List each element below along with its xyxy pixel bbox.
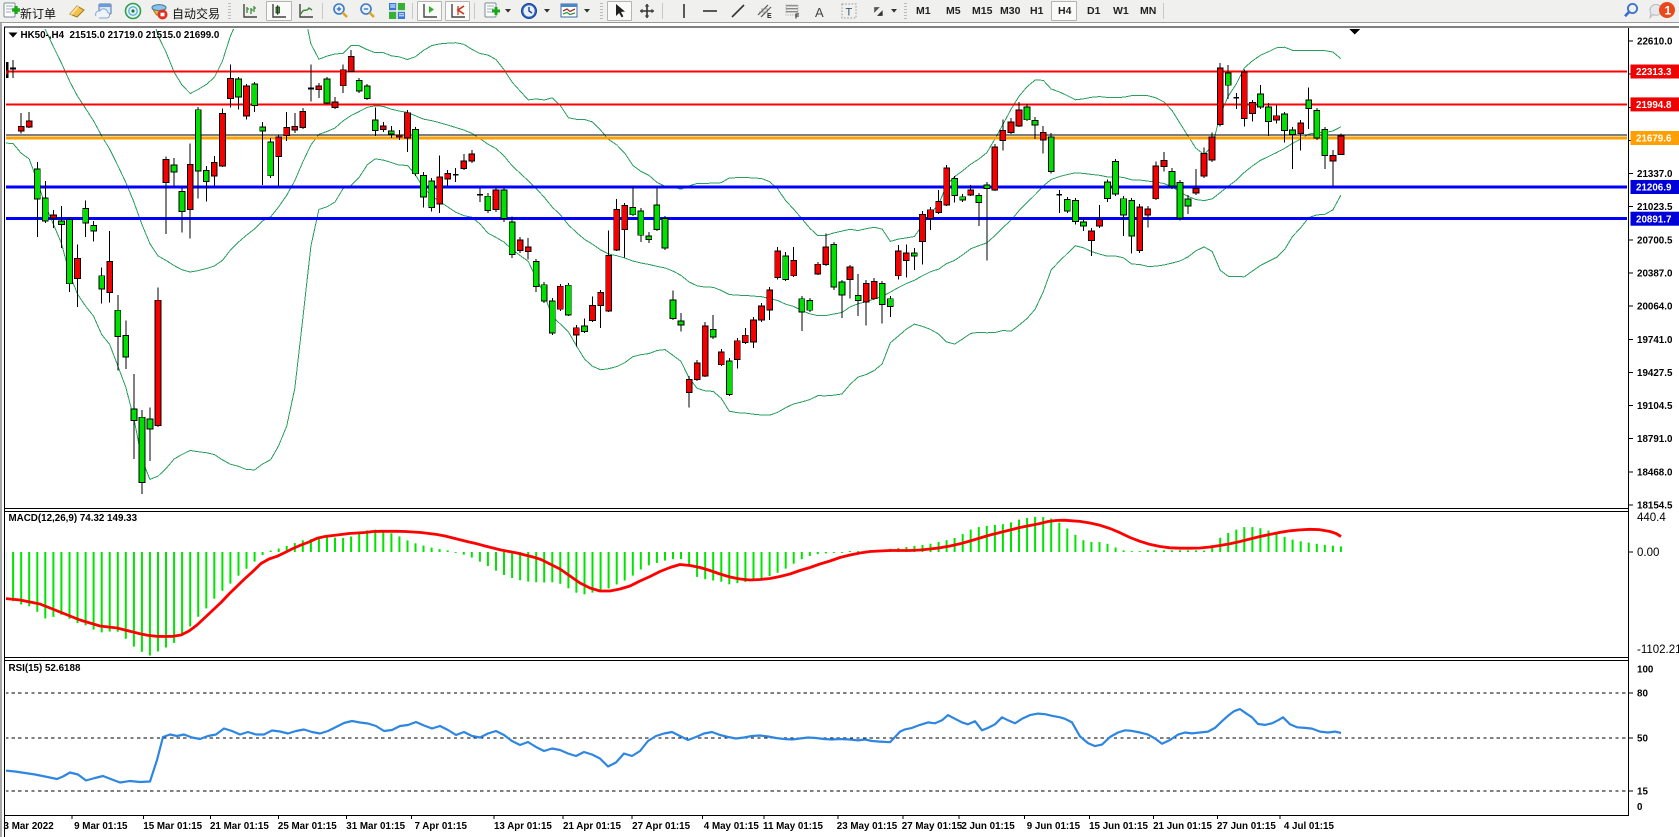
svg-text:21023.5: 21023.5 (1637, 202, 1673, 213)
svg-text:21679.6: 21679.6 (1636, 134, 1672, 145)
svg-text:21 Mar 01:15: 21 Mar 01:15 (210, 821, 269, 832)
svg-text:13 Apr 01:15: 13 Apr 01:15 (494, 821, 552, 832)
svg-text:21 Jun 01:15: 21 Jun 01:15 (1153, 821, 1212, 832)
svg-text:100: 100 (1637, 665, 1654, 676)
svg-text:E: E (767, 13, 772, 20)
svg-text:27 May 01:15: 27 May 01:15 (902, 821, 963, 832)
svg-text:20700.5: 20700.5 (1637, 235, 1673, 246)
svg-text:9 Jun 01:15: 9 Jun 01:15 (1027, 821, 1081, 832)
svg-text:19427.5: 19427.5 (1637, 368, 1673, 379)
svg-text:4 Jul 01:15: 4 Jul 01:15 (1284, 821, 1335, 832)
svg-text:MACD(12,26,9) 74.32 149.33: MACD(12,26,9) 74.32 149.33 (9, 513, 138, 524)
svg-text:15 Mar 01:15: 15 Mar 01:15 (143, 821, 202, 832)
svg-text:3 Mar 2022: 3 Mar 2022 (4, 821, 55, 832)
svg-text:440.4: 440.4 (1637, 512, 1666, 524)
svg-text:2 Jun 01:15: 2 Jun 01:15 (961, 821, 1015, 832)
svg-text:4 May 01:15: 4 May 01:15 (704, 821, 760, 832)
svg-text:20387.0: 20387.0 (1637, 269, 1673, 280)
svg-text:20064.0: 20064.0 (1637, 302, 1673, 313)
svg-text:15 Jun 01:15: 15 Jun 01:15 (1089, 821, 1148, 832)
svg-text:18791.0: 18791.0 (1637, 434, 1673, 445)
svg-text:T: T (846, 7, 853, 19)
svg-text:21 Apr 01:15: 21 Apr 01:15 (563, 821, 621, 832)
svg-text:-1102.21: -1102.21 (1637, 644, 1679, 656)
svg-text:15: 15 (1637, 787, 1648, 798)
svg-text:25 Mar 01:15: 25 Mar 01:15 (278, 821, 337, 832)
svg-text:7 Apr 01:15: 7 Apr 01:15 (414, 821, 467, 832)
svg-text:9 Mar 01:15: 9 Mar 01:15 (74, 821, 128, 832)
svg-text:0.00: 0.00 (1637, 547, 1659, 559)
svg-text:50: 50 (1637, 733, 1648, 744)
svg-text:21337.0: 21337.0 (1637, 169, 1673, 180)
svg-text:18154.5: 18154.5 (1637, 501, 1673, 512)
svg-text:HK50-,H4 21515.0 21719.0 2151: HK50-,H4 21515.0 21719.0 21515.0 21699.0 (21, 30, 220, 41)
svg-text:F: F (795, 14, 800, 21)
svg-text:18468.0: 18468.0 (1637, 467, 1673, 478)
svg-text:27 Jun 01:15: 27 Jun 01:15 (1217, 821, 1276, 832)
svg-text:19741.0: 19741.0 (1637, 335, 1673, 346)
svg-text:31 Mar 01:15: 31 Mar 01:15 (346, 821, 405, 832)
svg-text:21206.9: 21206.9 (1636, 183, 1672, 194)
svg-text:21994.8: 21994.8 (1636, 100, 1672, 111)
svg-text:23 May 01:15: 23 May 01:15 (837, 821, 898, 832)
svg-text:1: 1 (1665, 4, 1672, 18)
svg-text:20891.7: 20891.7 (1636, 214, 1672, 225)
svg-text:RSI(15) 52.6188: RSI(15) 52.6188 (9, 663, 81, 674)
svg-text:19104.5: 19104.5 (1637, 401, 1673, 412)
svg-text:11 May 01:15: 11 May 01:15 (763, 821, 823, 832)
svg-text:80: 80 (1637, 689, 1648, 700)
svg-text:22313.3: 22313.3 (1636, 67, 1672, 78)
svg-text:27 Apr 01:15: 27 Apr 01:15 (632, 821, 690, 832)
svg-text:22610.0: 22610.0 (1637, 37, 1673, 48)
svg-text:0: 0 (1637, 802, 1643, 813)
